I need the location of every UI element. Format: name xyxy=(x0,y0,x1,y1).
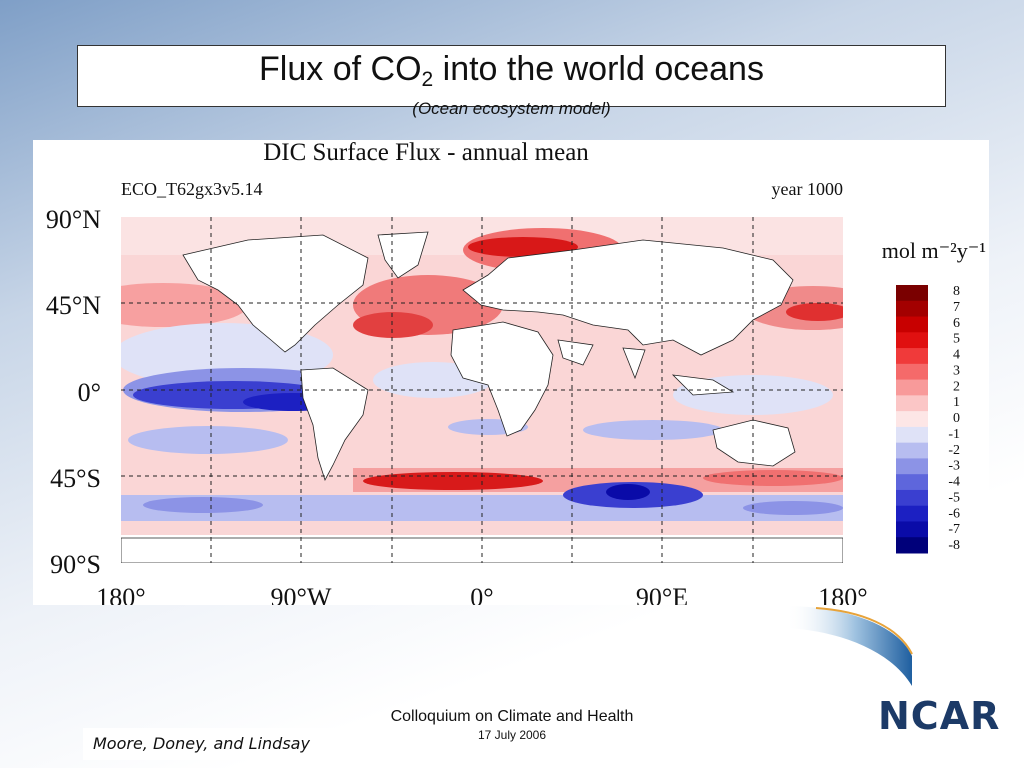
footer: Colloquium on Climate and Health 17 July… xyxy=(340,707,684,743)
colorbar-tick-label: -3 xyxy=(948,459,960,474)
colorbar-tick-label: -8 xyxy=(948,538,960,553)
colorbar-tick-label: 4 xyxy=(953,348,960,363)
colorbar-tick-label: 7 xyxy=(953,300,960,315)
y-axis-labels: 90°N 45°N 0° 45°S 90°S xyxy=(46,205,101,579)
colorbar-swatch xyxy=(896,316,928,333)
colorbar-swatch xyxy=(896,285,928,302)
conference-date: 17 July 2006 xyxy=(477,728,547,742)
colorbar-tick-label: -7 xyxy=(948,522,960,537)
colorbar-swatch xyxy=(896,395,928,412)
ncar-logo: NCAR xyxy=(878,694,1001,738)
colorbar-swatch xyxy=(896,300,928,318)
slide-subtitle: (Ocean ecosystem model) xyxy=(412,99,611,118)
x-tick-label: 90°W xyxy=(271,583,332,605)
colorbar-swatch xyxy=(896,348,928,365)
title-suffix: into the world oceans xyxy=(433,50,764,88)
authors-credit: Moore, Doney, and Lindsay xyxy=(83,728,345,760)
colorbar-tick-label: 6 xyxy=(953,316,960,331)
colorbar-swatch xyxy=(896,489,928,507)
y-tick-label: 45°S xyxy=(50,464,101,493)
colorbar-swatch xyxy=(896,363,928,381)
title-subscript: 2 xyxy=(421,68,434,91)
colorbar-swatch xyxy=(896,521,928,538)
colorbar-swatch xyxy=(896,411,928,428)
x-tick-label: 180° xyxy=(818,583,867,605)
flux-map-svg: DIC Surface Flux - annual mean ECO_T62gx… xyxy=(46,140,986,605)
flux-map-figure: DIC Surface Flux - annual mean ECO_T62gx… xyxy=(33,140,989,605)
colorbar-swatch xyxy=(896,505,928,522)
y-tick-label: 90°N xyxy=(46,205,101,234)
colorbar-swatch xyxy=(896,426,928,444)
title-box: Flux of CO2 into the world oceans (Ocean… xyxy=(77,45,946,118)
colorbar-tick-label: -1 xyxy=(948,427,960,442)
colorbar-tick-label: 2 xyxy=(953,379,960,394)
colorbar-swatch xyxy=(896,537,928,554)
x-axis-labels: 180° 90°W 0° 90°E 180° xyxy=(96,583,867,605)
y-tick-label: 45°N xyxy=(46,291,101,320)
x-tick-label: 0° xyxy=(470,583,493,605)
colorbar-swatch xyxy=(896,332,928,349)
colorbar-tick-label: -4 xyxy=(948,475,960,490)
colorbar-tick-label: -6 xyxy=(948,506,960,521)
ncar-swoosh-icon xyxy=(786,606,913,686)
colorbar-tick-label: 3 xyxy=(953,363,960,378)
colorbar-tick-label: -2 xyxy=(948,443,960,458)
colorbar-tick-label: 1 xyxy=(953,395,960,410)
colorbar-units-label: mol m⁻²y⁻¹ xyxy=(882,238,986,263)
colorbar-swatch xyxy=(896,379,928,396)
colorbar-tick-label: 8 xyxy=(953,284,960,299)
year-label: year 1000 xyxy=(772,179,843,199)
colorbar-swatch xyxy=(896,458,928,475)
model-label: ECO_T62gx3v5.14 xyxy=(121,179,263,199)
conference-name: Colloquium on Climate and Health xyxy=(390,708,634,725)
graticule xyxy=(121,217,843,563)
x-tick-label: 90°E xyxy=(636,583,688,605)
title-prefix: Flux of CO xyxy=(259,50,422,88)
x-tick-label: 180° xyxy=(96,583,145,605)
colorbar-tick-label: 0 xyxy=(953,411,960,426)
y-tick-label: 0° xyxy=(78,378,101,407)
figure-title: DIC Surface Flux - annual mean xyxy=(263,140,589,166)
colorbar-swatch xyxy=(896,474,928,491)
colorbar-tick-label: -5 xyxy=(948,490,960,505)
colorbar-tick-label: 5 xyxy=(953,332,960,347)
slide-title: Flux of CO2 into the world oceans xyxy=(78,49,945,100)
y-tick-label: 90°S xyxy=(50,550,101,579)
flux-field xyxy=(121,217,843,563)
colorbar-swatch xyxy=(896,442,928,459)
